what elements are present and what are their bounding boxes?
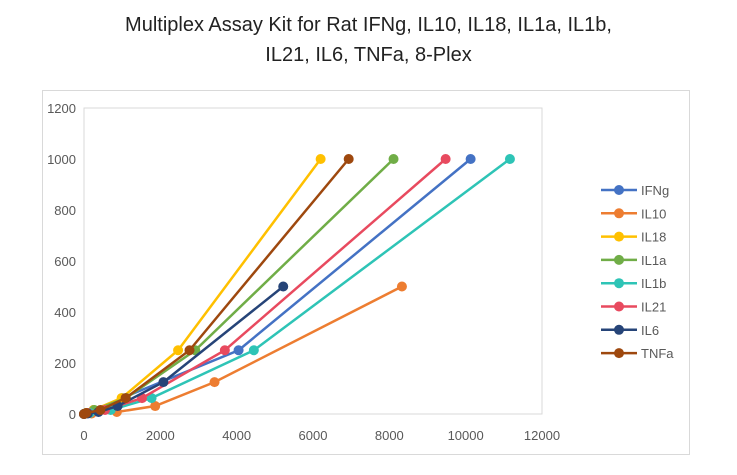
legend-label-IL21: IL21 bbox=[641, 300, 666, 315]
data-point-IL21 bbox=[219, 345, 230, 356]
y-tick-label: 200 bbox=[54, 356, 76, 371]
legend-marker-IL18 bbox=[614, 231, 624, 242]
data-point-IL21 bbox=[440, 154, 451, 164]
y-tick-label: 600 bbox=[54, 254, 76, 269]
series-line-TNFa bbox=[83, 158, 350, 416]
data-point-IL1b bbox=[504, 154, 515, 164]
legend-label-IL18: IL18 bbox=[641, 230, 666, 245]
legend-marker-IL21 bbox=[614, 301, 624, 312]
series-line-IFNg bbox=[83, 158, 472, 416]
x-tick-label: 0 bbox=[80, 428, 87, 443]
data-point-TNFa bbox=[184, 345, 195, 356]
x-tick-label: 12000 bbox=[524, 428, 560, 443]
x-tick-label: 2000 bbox=[146, 428, 175, 443]
data-point-IL10 bbox=[396, 281, 407, 292]
data-point-IFNg bbox=[233, 345, 244, 356]
data-point-IL18 bbox=[315, 154, 326, 164]
legend-marker-IL10 bbox=[614, 208, 624, 219]
series-line-IL21 bbox=[83, 158, 447, 416]
data-point-IL6 bbox=[158, 377, 169, 388]
data-point-IL10 bbox=[150, 401, 161, 412]
chart-title-line-2: IL21, IL6, TNFa, 8-Plex bbox=[265, 44, 472, 66]
x-tick-label: 10000 bbox=[448, 428, 484, 443]
y-tick-label: 800 bbox=[54, 203, 76, 218]
legend-label-IFNg: IFNg bbox=[641, 183, 669, 198]
x-tick-label: 4000 bbox=[222, 428, 251, 443]
legend-marker-IL6 bbox=[614, 324, 624, 335]
y-tick-label: 1200 bbox=[47, 101, 76, 116]
chart-title: Multiplex Assay Kit for Rat IFNg, IL10, … bbox=[0, 10, 737, 70]
legend-marker-TNFa bbox=[614, 348, 624, 359]
chart-title-line-1: Multiplex Assay Kit for Rat IFNg, IL10, … bbox=[125, 14, 612, 36]
data-point-TNFa bbox=[120, 393, 131, 404]
data-point-IFNg bbox=[465, 154, 476, 164]
data-point-IL1b bbox=[146, 393, 157, 404]
x-tick-label: 8000 bbox=[375, 428, 404, 443]
legend-label-IL1a: IL1a bbox=[641, 253, 667, 268]
y-tick-label: 1000 bbox=[47, 152, 76, 167]
y-tick-label: 0 bbox=[69, 407, 76, 422]
legend-label-IL1b: IL1b bbox=[641, 276, 666, 291]
legend-label-IL6: IL6 bbox=[641, 323, 659, 338]
legend-marker-IL1a bbox=[614, 254, 624, 265]
y-tick-label: 400 bbox=[54, 305, 76, 320]
series-line-IL1a bbox=[83, 158, 395, 416]
legend-label-IL10: IL10 bbox=[641, 206, 666, 221]
legend-marker-IL1b bbox=[614, 278, 624, 289]
data-point-IL1a bbox=[388, 154, 399, 164]
data-point-TNFa bbox=[343, 154, 354, 164]
data-point-IL6 bbox=[278, 281, 289, 292]
x-tick-label: 6000 bbox=[299, 428, 328, 443]
data-point-TNFa bbox=[81, 408, 92, 419]
legend-label-TNFa: TNFa bbox=[641, 346, 674, 361]
data-point-IL10 bbox=[209, 377, 220, 388]
data-point-IL1b bbox=[248, 345, 259, 356]
data-point-TNFa bbox=[95, 405, 106, 416]
legend-marker-IFNg bbox=[614, 185, 624, 195]
plot-area bbox=[83, 107, 543, 415]
data-point-IL18 bbox=[173, 345, 184, 356]
chart-frame bbox=[42, 90, 690, 455]
